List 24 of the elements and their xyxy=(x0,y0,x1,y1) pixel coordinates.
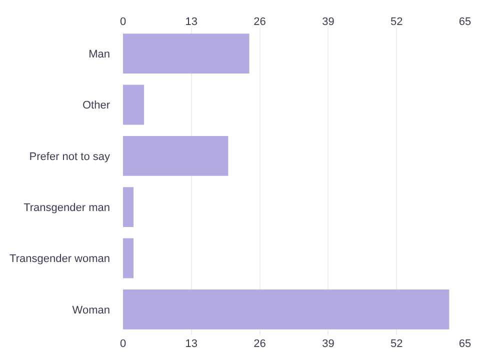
bar xyxy=(123,238,134,278)
y-tick-label: Other xyxy=(82,100,110,112)
x-tick-label: 0 xyxy=(120,16,126,28)
x2-tick-label: 0 xyxy=(120,338,126,350)
bar xyxy=(123,136,228,176)
x-tick-label: 65 xyxy=(458,16,472,28)
y-tick-label: Man xyxy=(88,48,110,60)
x-tick-label: 52 xyxy=(390,16,403,28)
y-tick-label: Woman xyxy=(72,304,110,316)
bar xyxy=(123,187,134,228)
bar xyxy=(123,34,250,74)
y-tick-label: Transgender woman xyxy=(10,253,110,266)
x2-tick-label: 26 xyxy=(254,338,266,350)
bar xyxy=(123,289,450,330)
x-tick-label: 39 xyxy=(322,16,334,28)
x2-tick-label: 65 xyxy=(458,338,472,350)
x2-tick-label: 39 xyxy=(322,338,334,350)
y-tick-label: Transgender man xyxy=(24,202,110,214)
x2-tick-label: 52 xyxy=(390,338,403,350)
x-tick-label: 13 xyxy=(185,16,198,28)
x-tick-label: 26 xyxy=(254,16,266,28)
y-tick-label: Prefer not to say xyxy=(29,150,110,163)
bar xyxy=(123,84,144,125)
x2-tick-label: 13 xyxy=(185,338,198,350)
